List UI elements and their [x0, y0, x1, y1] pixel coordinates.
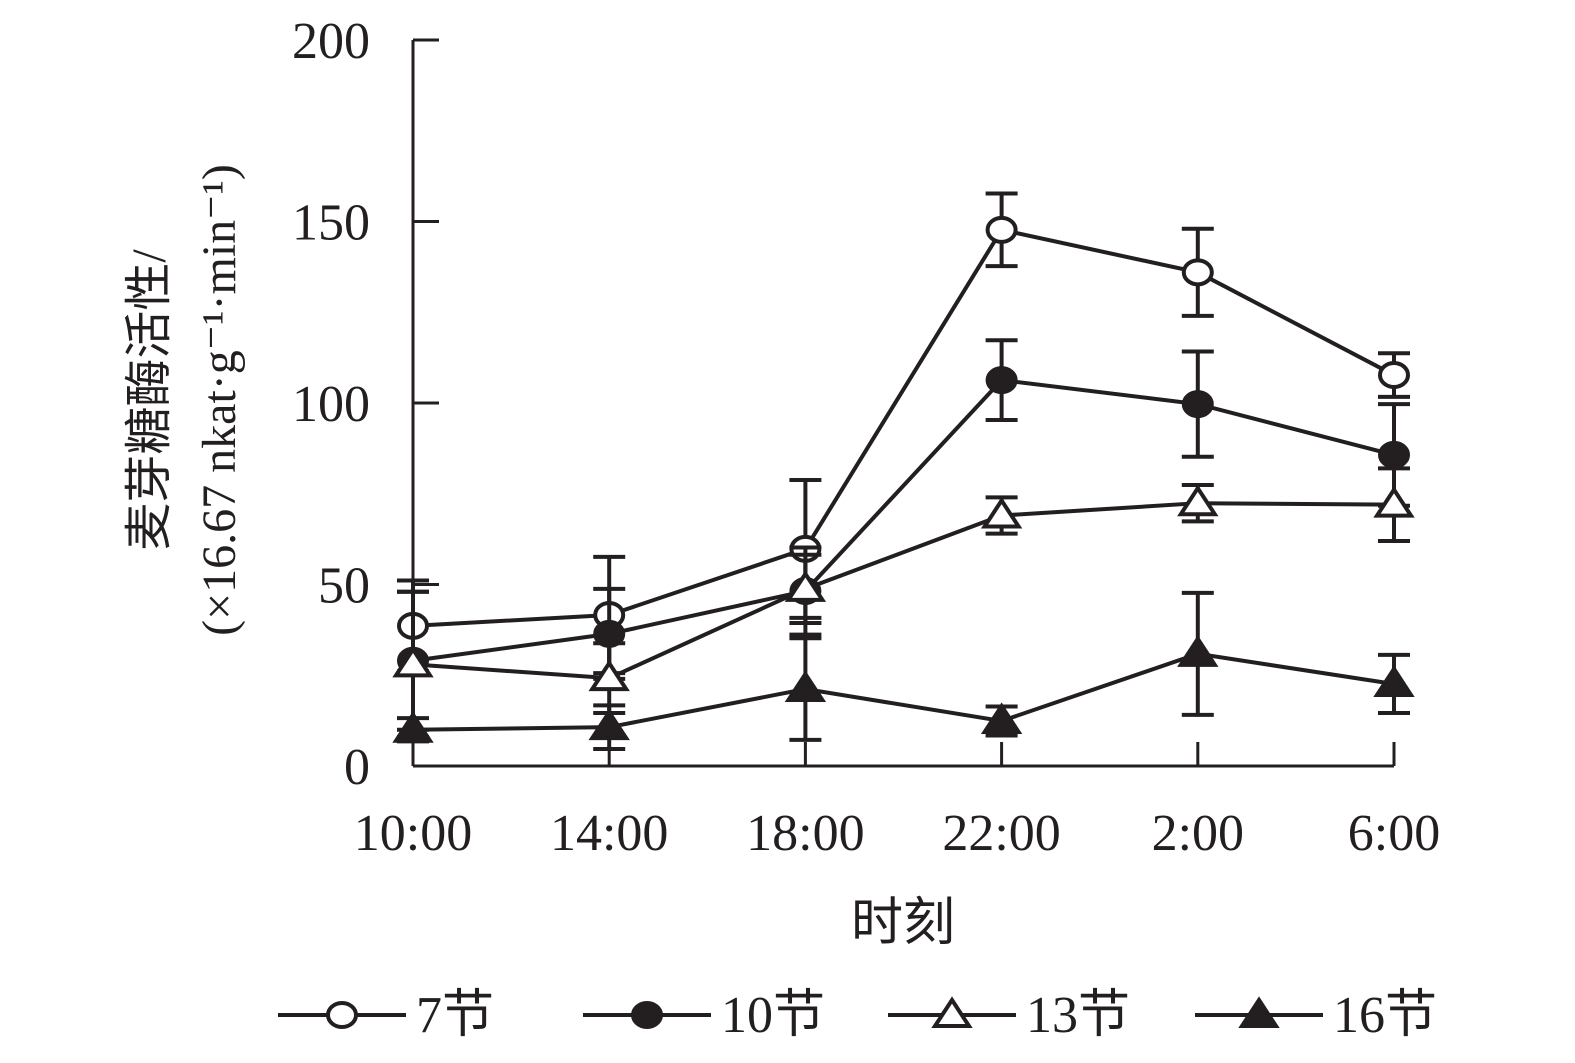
legend: 7节 10节 13节 16节 — [278, 987, 1437, 1044]
data-point-open-circle — [1181, 258, 1214, 287]
legend-label: 16节 — [1333, 987, 1437, 1044]
legend-item: 7节 — [278, 987, 494, 1044]
x-tick-label: 22:00 — [942, 805, 1060, 862]
x-tick-label: 14:00 — [550, 805, 668, 862]
series-group — [392, 191, 1415, 751]
data-point-open-triangle — [392, 645, 434, 678]
series-10节 — [397, 338, 1410, 732]
legend-label: 10节 — [721, 987, 825, 1044]
y-tick-label: 200 — [292, 13, 370, 70]
x-tick-label: 10:00 — [354, 805, 472, 862]
data-point-filled-circle — [1181, 390, 1214, 419]
data-point-filled-triangle — [1238, 996, 1280, 1028]
data-point-filled-triangle — [784, 670, 827, 703]
y-tick-label: 100 — [292, 376, 370, 433]
series-13节 — [392, 466, 1415, 739]
series-7节 — [397, 191, 1410, 676]
series-line — [412, 651, 1395, 732]
data-point-open-circle — [326, 1001, 358, 1029]
data-point-filled-triangle — [392, 711, 434, 743]
series-line — [412, 378, 1395, 663]
series-16节 — [392, 590, 1415, 751]
data-point-open-triangle — [784, 570, 827, 602]
data-point-open-triangle — [588, 659, 630, 692]
series-line — [412, 227, 1395, 628]
data-point-filled-triangle — [1177, 635, 1219, 667]
legend-item: 10节 — [583, 987, 825, 1044]
x-axis-label: 时刻 — [851, 895, 955, 952]
data-point-filled-triangle — [1373, 665, 1415, 697]
data-point-filled-triangle — [980, 702, 1023, 734]
x-tick-label: 6:00 — [1348, 805, 1440, 862]
data-point-filled-circle — [631, 1001, 663, 1029]
x-tick-label: 2:00 — [1152, 805, 1244, 862]
y-axis-label-line2: (×16.67 nkat·g⁻¹·min⁻¹) — [193, 164, 246, 636]
data-point-open-circle — [985, 215, 1018, 244]
axes: 0 50 100 150 200 10:00 14:00 18:00 22:00 2:00 6:00 — [292, 13, 1440, 862]
series-line — [412, 501, 1395, 681]
legend-item: 13节 — [888, 987, 1130, 1044]
data-point-filled-circle — [1378, 440, 1410, 469]
legend-item: 16节 — [1195, 987, 1437, 1044]
legend-label: 7节 — [416, 987, 494, 1044]
data-point-open-triangle — [980, 496, 1023, 529]
y-tick-label: 0 — [344, 739, 370, 796]
y-tick-label: 50 — [318, 558, 370, 615]
legend-label: 13节 — [1026, 987, 1130, 1044]
y-tick-label: 150 — [292, 195, 370, 252]
data-point-open-triangle — [1373, 485, 1415, 518]
data-point-open-circle — [1378, 361, 1410, 390]
data-point-filled-circle — [985, 366, 1018, 395]
data-point-open-triangle — [931, 996, 973, 1028]
x-tick-label: 18:00 — [746, 805, 864, 862]
data-point-open-triangle — [1177, 484, 1219, 517]
y-axis-label-line1: 麦芽糖酶活性/ — [123, 249, 176, 551]
data-point-filled-triangle — [588, 708, 630, 741]
